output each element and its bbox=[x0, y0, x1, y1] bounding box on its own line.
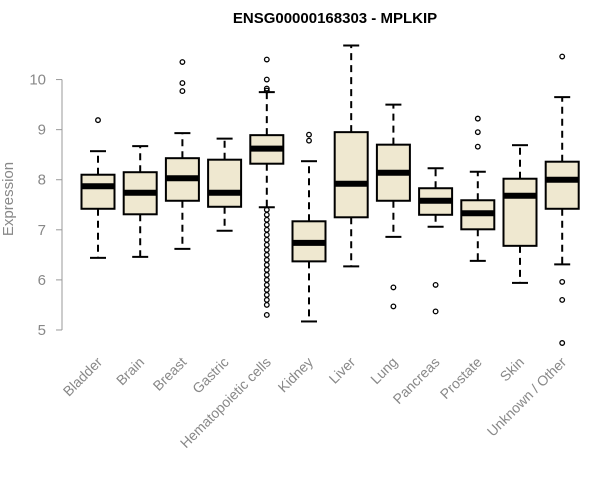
outlier-point bbox=[179, 59, 186, 65]
y-axis-label: Expression bbox=[0, 162, 17, 236]
outlier-point bbox=[263, 296, 270, 303]
outlier-point bbox=[263, 231, 270, 238]
outlier-point bbox=[263, 276, 270, 283]
box-unknown-other bbox=[544, 53, 580, 346]
outlier-point bbox=[263, 291, 270, 298]
box-liver bbox=[333, 44, 369, 268]
outlier-point bbox=[263, 271, 270, 278]
x-tick-label: Kidney bbox=[275, 354, 317, 396]
iqr-box bbox=[207, 158, 243, 208]
outlier-point bbox=[263, 281, 270, 288]
x-tick-label: Bladder bbox=[60, 354, 106, 400]
outlier-point bbox=[559, 278, 566, 285]
y-tick-label: 6 bbox=[38, 272, 46, 289]
outlier-point bbox=[179, 80, 186, 87]
outlier-point bbox=[263, 85, 270, 92]
x-tick-label: Skin bbox=[497, 354, 528, 385]
y-axis: 5 6 7 8 9 10 bbox=[29, 72, 63, 339]
x-tick-label: Prostate bbox=[437, 354, 485, 402]
outlier-point bbox=[263, 241, 270, 248]
outlier-point bbox=[263, 211, 270, 218]
outlier-point bbox=[474, 143, 481, 150]
outlier-point bbox=[559, 53, 566, 60]
outlier-point bbox=[263, 251, 270, 258]
outlier-point bbox=[559, 296, 566, 303]
outlier-point bbox=[474, 115, 481, 122]
box-lung bbox=[375, 103, 411, 310]
iqr-box bbox=[80, 173, 116, 210]
outlier-point bbox=[263, 76, 270, 83]
y-tick-label: 5 bbox=[38, 322, 46, 339]
outlier-point bbox=[179, 88, 186, 95]
outlier-point bbox=[390, 284, 397, 291]
outlier-point bbox=[263, 261, 270, 268]
box-skin bbox=[502, 144, 538, 284]
outlier-point bbox=[95, 117, 101, 124]
chart-title: ENSG00000168303 - MPLKIP bbox=[233, 10, 437, 27]
box-bladder bbox=[80, 117, 116, 259]
outlier-point bbox=[263, 256, 270, 263]
x-tick-label: Liver bbox=[326, 354, 359, 387]
x-tick-label: Pancreas bbox=[390, 354, 443, 407]
outlier-point bbox=[559, 340, 566, 346]
iqr-box bbox=[544, 160, 580, 210]
outlier-point bbox=[390, 303, 397, 310]
box-hematopoietic-cells bbox=[249, 56, 285, 318]
y-tick-label: 10 bbox=[29, 72, 46, 89]
outlier-point bbox=[263, 226, 270, 233]
iqr-box bbox=[502, 177, 538, 247]
outlier-point bbox=[263, 266, 270, 273]
y-tick-label: 7 bbox=[38, 222, 46, 239]
x-tick-label: Brain bbox=[113, 354, 147, 388]
box-gastric bbox=[207, 137, 243, 232]
outlier-point bbox=[432, 308, 439, 315]
x-tick-label: Unknown / Other bbox=[484, 354, 570, 440]
outlier-point bbox=[263, 301, 270, 308]
outlier-point bbox=[263, 236, 270, 243]
x-tick-label: Lung bbox=[367, 354, 400, 387]
outlier-point bbox=[263, 87, 270, 94]
box-prostate bbox=[460, 115, 496, 262]
y-tick-label: 9 bbox=[38, 122, 46, 139]
y-tick-label: 8 bbox=[38, 172, 46, 189]
iqr-box bbox=[333, 131, 369, 219]
outlier-point bbox=[263, 56, 270, 63]
outlier-point bbox=[306, 131, 312, 138]
box-breast bbox=[164, 59, 200, 250]
outlier-point bbox=[263, 221, 270, 228]
box-series bbox=[80, 44, 580, 346]
box-brain bbox=[122, 145, 158, 258]
x-tick-label: Breast bbox=[150, 354, 190, 394]
outlier-point bbox=[306, 137, 312, 144]
outlier-point bbox=[263, 216, 270, 223]
outlier-point bbox=[263, 286, 270, 293]
outlier-point bbox=[474, 129, 481, 136]
outlier-point bbox=[432, 281, 439, 288]
outlier-point bbox=[263, 312, 270, 318]
box-kidney bbox=[291, 131, 327, 323]
box-pancreas bbox=[418, 167, 454, 315]
outlier-point bbox=[263, 246, 270, 253]
